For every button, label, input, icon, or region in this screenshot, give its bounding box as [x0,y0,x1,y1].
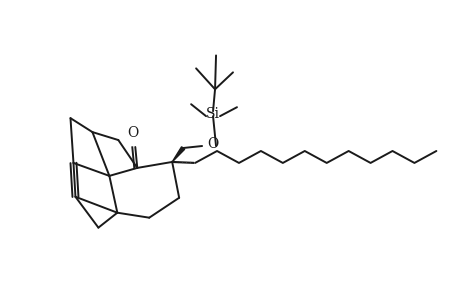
Polygon shape [172,147,185,162]
Text: O: O [207,137,218,151]
Text: Si: Si [206,107,219,121]
Text: O: O [128,126,139,140]
